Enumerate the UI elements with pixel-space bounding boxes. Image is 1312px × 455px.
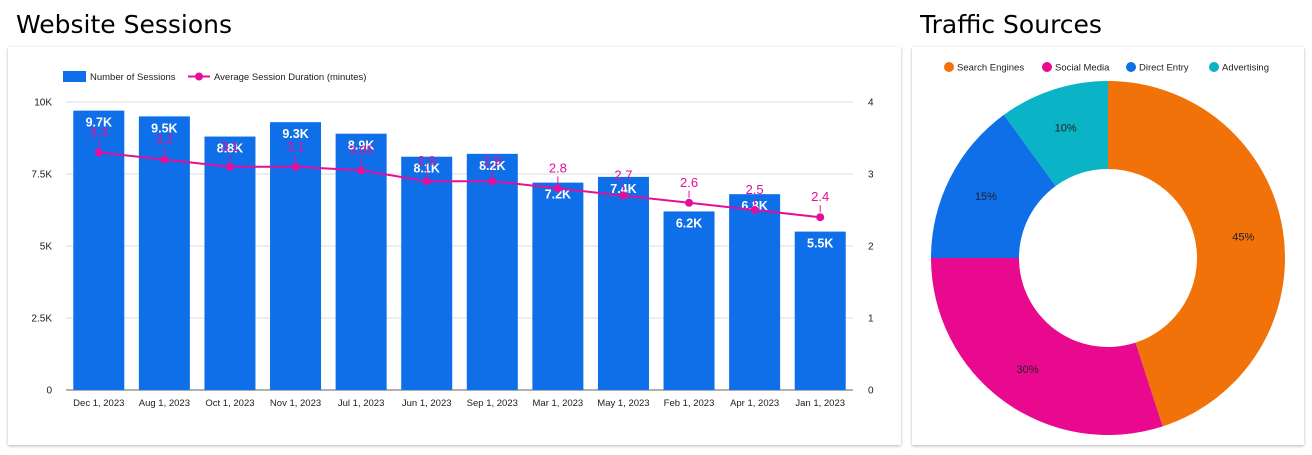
- y-right-tick-label: 0: [868, 386, 874, 397]
- duration-point: [685, 198, 694, 207]
- traffic-donut-chart: 45% 30% 15% 10% Search Engines Social Media Di…: [931, 62, 1285, 435]
- bar-value-label: 8.9K: [348, 139, 374, 153]
- x-tick-label: Jul 1, 2023: [338, 398, 384, 409]
- duration-point: [619, 191, 628, 200]
- session-bar: [663, 211, 715, 390]
- pie-slice: [1108, 81, 1285, 427]
- y-left-tick-label: 5K: [40, 242, 53, 253]
- pie-slice: [1003, 81, 1108, 186]
- pie-slice-label: 45%: [1232, 232, 1254, 244]
- duration-value-label: 3.2: [155, 132, 173, 147]
- x-tick-label: Apr 1, 2023: [730, 398, 779, 409]
- duration-value-label: 2.8: [549, 160, 567, 175]
- x-tick-label: May 1, 2023: [597, 398, 649, 409]
- x-tick-label: Dec 1, 2023: [73, 398, 124, 409]
- y-left-tick-label: 2.5K: [31, 314, 52, 325]
- y-right-tick-label: 2: [868, 242, 874, 253]
- bar-value-label: 5.5K: [807, 237, 833, 251]
- session-bar: [532, 182, 584, 390]
- legend-label: Direct Entry: [1139, 63, 1189, 74]
- sessions-panel-title: Website Sessions: [16, 10, 233, 39]
- y-left-tick-label: 10K: [34, 98, 52, 109]
- duration-point: [816, 213, 825, 222]
- traffic-chart-card: 45% 30% 15% 10% Search Engines Social Media Di…: [912, 47, 1304, 445]
- y-right-tick-label: 1: [868, 314, 874, 325]
- session-bar: [597, 176, 649, 390]
- bar-value-label: 9.3K: [282, 127, 308, 141]
- duration-value-label: 2.9: [483, 153, 501, 168]
- bar-value-label: 7.2K: [545, 188, 571, 202]
- duration-value-label: 2.9: [418, 153, 436, 168]
- pie-slice-label: 30%: [1016, 364, 1038, 376]
- bar-value-label: 8.8K: [217, 142, 243, 156]
- session-bar: [335, 133, 387, 390]
- legend-duration-marker: [195, 72, 203, 81]
- pie-slice-label: 10%: [1055, 123, 1077, 135]
- session-bar: [204, 136, 256, 390]
- legend-label: Search Engines: [957, 63, 1024, 74]
- duration-value-label: 2.5: [746, 182, 764, 197]
- x-tick-label: Aug 1, 2023: [139, 398, 190, 409]
- x-tick-label: Sep 1, 2023: [467, 398, 518, 409]
- legend-sessions-label: Number of Sessions: [90, 72, 176, 83]
- duration-point: [94, 148, 103, 157]
- y-left-tick-label: 0: [46, 386, 52, 397]
- pie-slice-label: 15%: [975, 191, 997, 203]
- bar-value-label: 6.2K: [676, 216, 702, 230]
- y-right-tick-label: 3: [868, 170, 874, 181]
- duration-line: [98, 151, 821, 219]
- duration-value-label: 2.7: [614, 168, 632, 183]
- bar-value-label: 9.7K: [86, 116, 112, 130]
- sessions-combo-chart: 0 1 2 3 4 0 2.5K 5K 7.5K 10K 9.7K Dec 1, 2023 9.5K Au…: [31, 71, 874, 409]
- duration-value-label: 3.3: [90, 124, 108, 139]
- legend-label: Advertising: [1222, 63, 1269, 74]
- duration-value-label: 3.1: [287, 139, 305, 154]
- duration-point: [553, 184, 562, 193]
- traffic-panel-title: Traffic Sources: [920, 10, 1102, 39]
- pie-slice: [931, 114, 1056, 259]
- y-right-tick-label: 4: [868, 98, 874, 109]
- pie-slice: [931, 258, 1163, 435]
- duration-point: [422, 177, 431, 186]
- duration-point: [488, 177, 497, 186]
- bar-value-label: 8.1K: [414, 162, 440, 176]
- legend-label: Social Media: [1055, 63, 1110, 74]
- duration-point: [750, 206, 759, 214]
- duration-point: [225, 162, 234, 171]
- legend-swatch: [944, 62, 954, 72]
- legend-swatch: [1126, 62, 1136, 72]
- duration-value-label: 3.05: [348, 142, 373, 157]
- x-tick-label: Feb 1, 2023: [664, 398, 715, 409]
- session-bar: [73, 110, 125, 390]
- bar-value-label: 9.5K: [151, 121, 177, 135]
- duration-value-label: 2.4: [811, 189, 829, 204]
- legend-swatch: [1209, 62, 1219, 72]
- legend-swatch: [1042, 62, 1052, 72]
- sessions-chart-card: 0 1 2 3 4 0 2.5K 5K 7.5K 10K 9.7K Dec 1, 2023 9.5K Au…: [8, 47, 901, 445]
- session-bar: [401, 156, 453, 390]
- session-bar: [270, 122, 322, 390]
- session-bar: [729, 194, 781, 390]
- x-tick-label: Mar 1, 2023: [533, 398, 584, 409]
- bar-value-label: 8.2K: [479, 159, 505, 173]
- duration-value-label: 3.1: [221, 139, 239, 154]
- legend-duration-label: Average Session Duration (minutes): [214, 72, 366, 83]
- session-bar: [466, 153, 518, 390]
- legend-sessions-swatch: [63, 71, 86, 82]
- x-tick-label: Jun 1, 2023: [402, 398, 452, 409]
- session-bar: [794, 231, 846, 390]
- x-tick-label: Oct 1, 2023: [205, 398, 254, 409]
- y-left-tick-label: 7.5K: [31, 170, 52, 181]
- duration-value-label: 2.6: [680, 175, 698, 190]
- x-tick-label: Jan 1, 2023: [795, 398, 845, 409]
- x-tick-label: Nov 1, 2023: [270, 398, 321, 409]
- duration-point: [291, 162, 300, 171]
- duration-point: [160, 155, 169, 164]
- duration-point: [357, 166, 366, 175]
